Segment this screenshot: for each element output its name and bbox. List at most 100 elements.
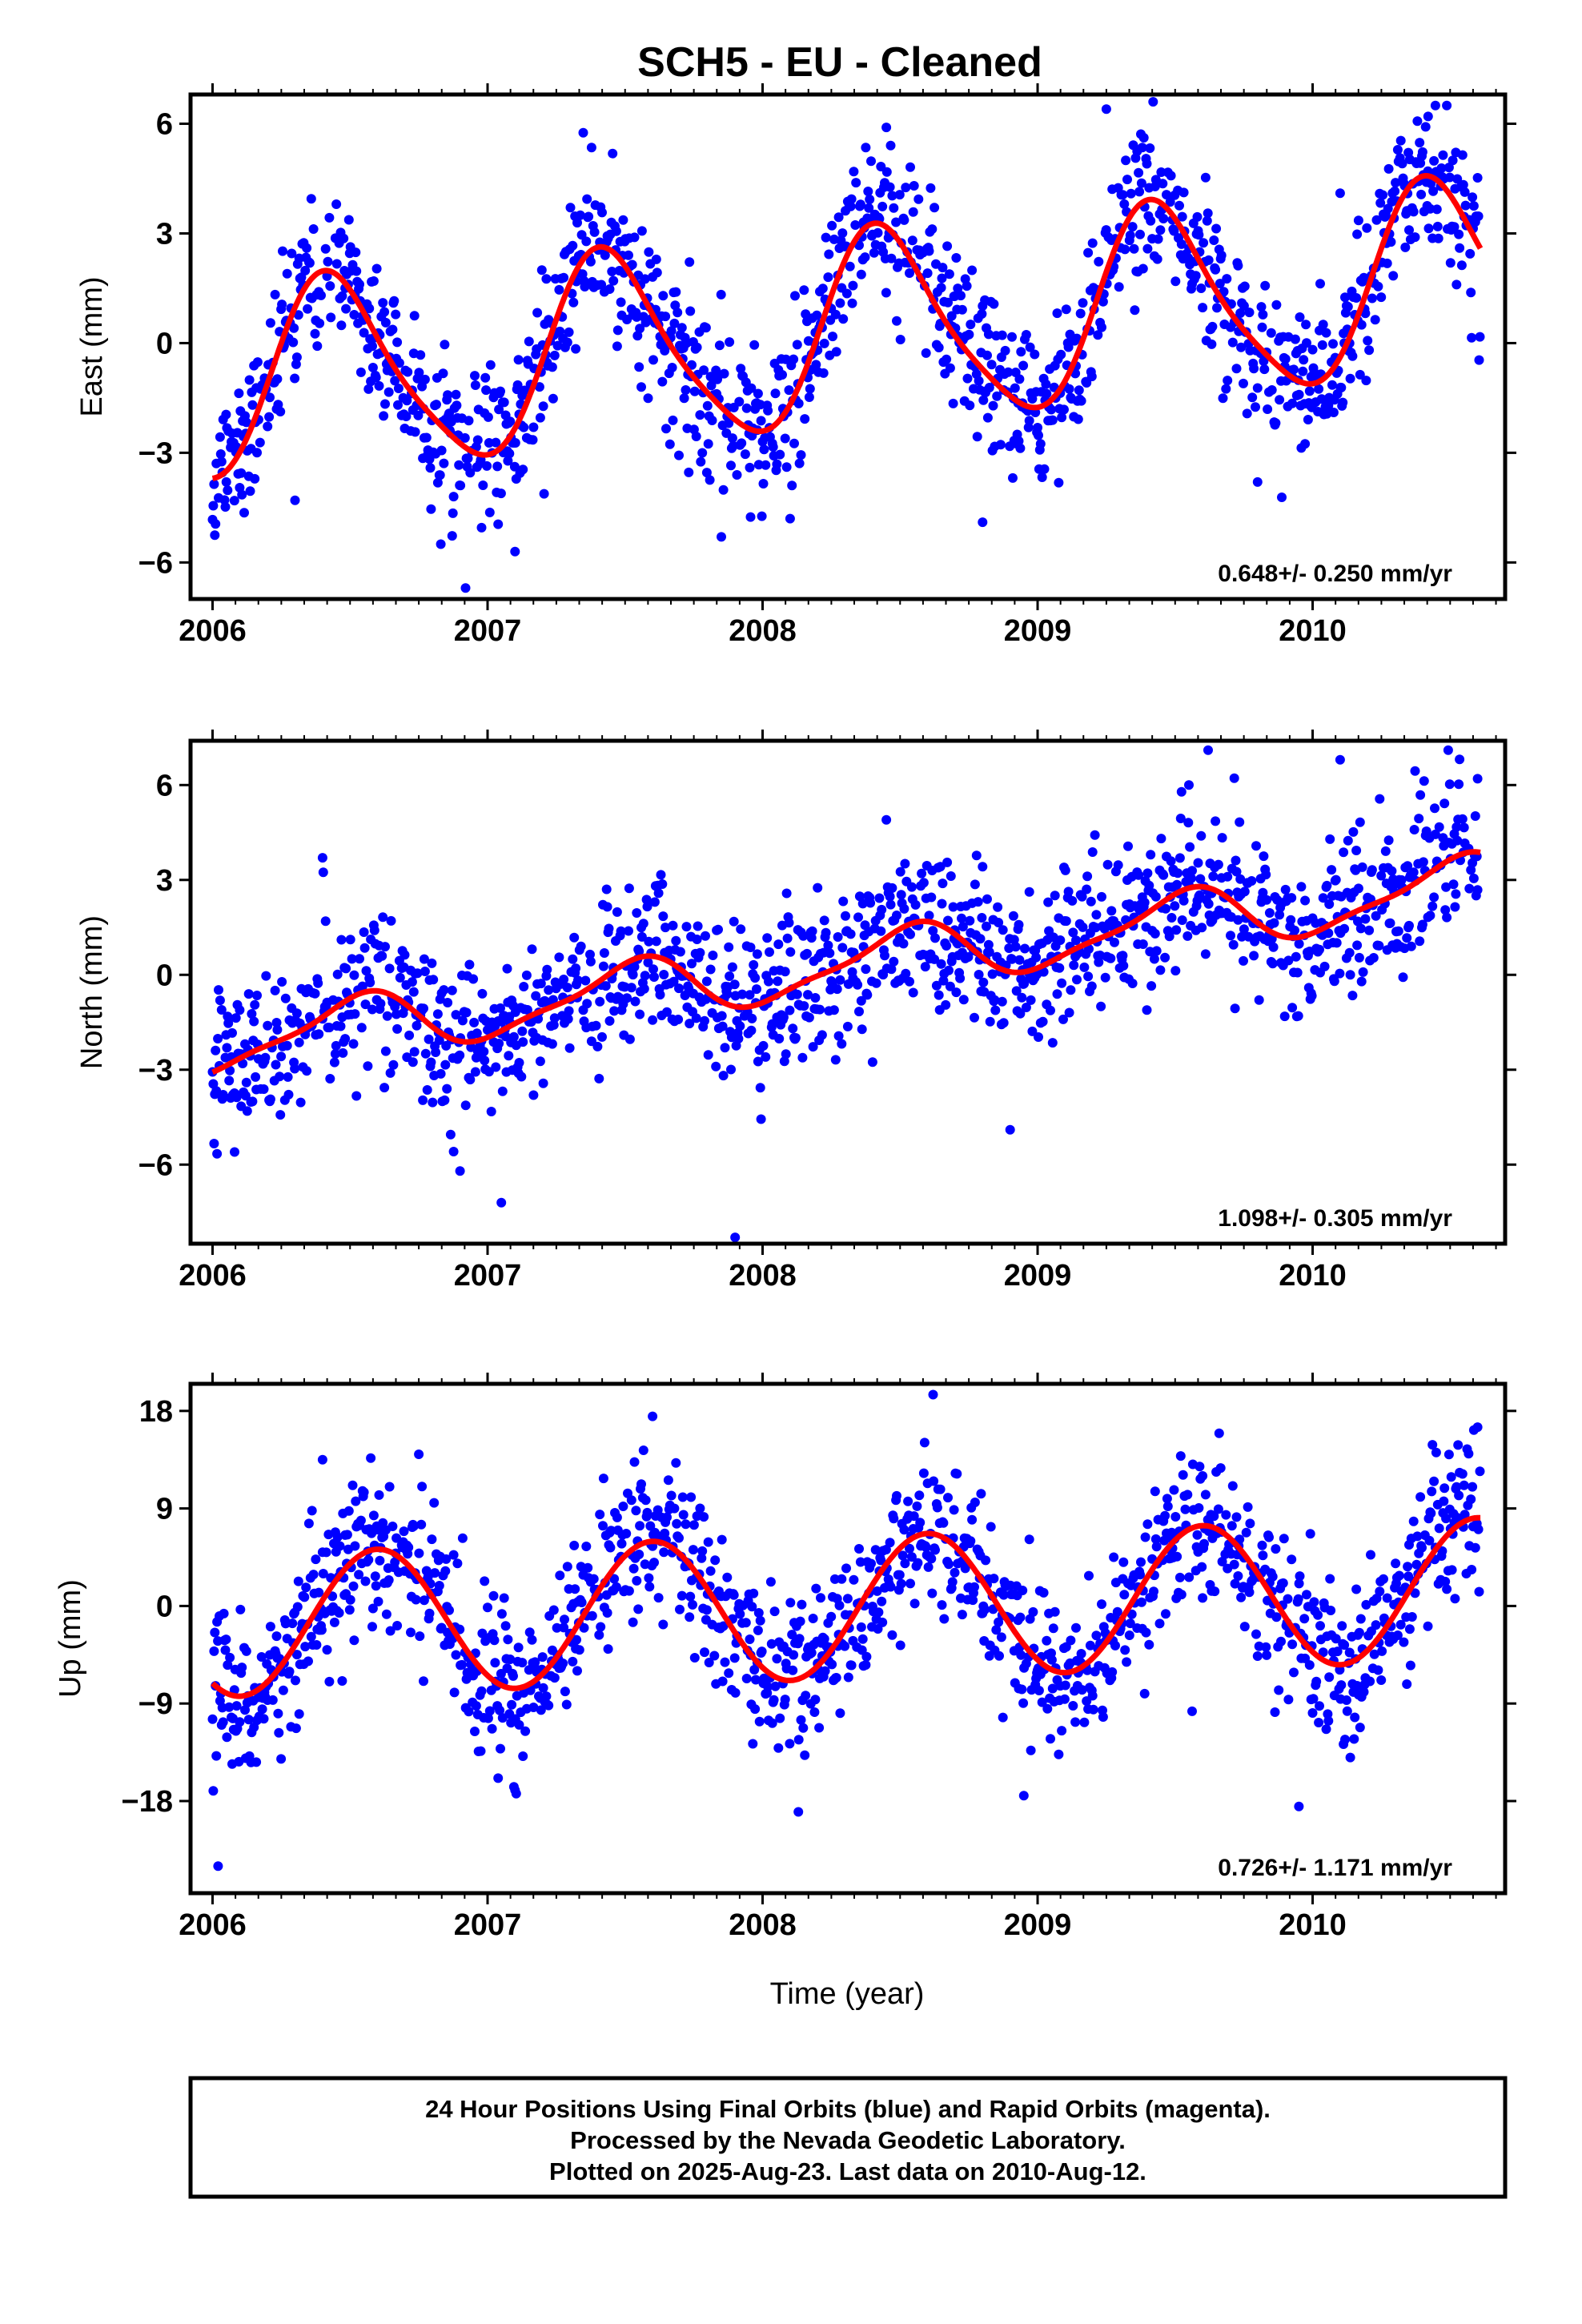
up-position-point — [317, 1454, 327, 1465]
north-position-point — [1203, 899, 1214, 909]
east-position-point — [1233, 260, 1243, 271]
up-position-point — [769, 1606, 780, 1617]
north-position-point — [1347, 991, 1358, 1001]
east-position-point — [652, 267, 662, 278]
up-position-point — [897, 1550, 908, 1561]
north-position-point — [325, 1074, 335, 1084]
north-position-point — [386, 915, 396, 926]
north-position-point — [973, 897, 983, 907]
east-position-point — [1410, 232, 1420, 243]
north-position-point — [1292, 967, 1303, 978]
north-position-point — [985, 1016, 995, 1027]
east-position-point — [1386, 237, 1396, 247]
up-position-point — [225, 1652, 235, 1663]
up-position-point — [1236, 1592, 1247, 1602]
north-position-point — [1418, 857, 1428, 867]
up-position-point — [998, 1590, 1009, 1600]
north-position-point — [817, 1030, 827, 1040]
north-position-point — [1171, 925, 1182, 935]
north-position-point — [350, 1009, 360, 1019]
north-position-point — [1177, 915, 1187, 925]
east-position-point — [288, 337, 299, 348]
north-position-point — [1139, 898, 1150, 907]
north-position-point — [753, 1056, 763, 1067]
east-position-point — [1258, 309, 1268, 320]
up-position-point — [1457, 1469, 1468, 1479]
north-position-point — [211, 1045, 221, 1055]
up-position-point — [994, 1651, 1004, 1661]
north-position-point — [1164, 931, 1174, 942]
east-position-point — [856, 269, 866, 279]
east-position-point — [432, 400, 441, 410]
up-position-point — [1379, 1574, 1388, 1584]
north-position-point — [1077, 891, 1087, 902]
east-position-point — [749, 340, 760, 350]
up-rate-label: 0.726+/- 1.171 mm/yr — [1218, 1855, 1452, 1881]
north-position-point — [830, 1055, 841, 1065]
east-position-point — [250, 473, 260, 484]
north-position-point — [1027, 1026, 1038, 1036]
up-position-point — [750, 1704, 761, 1715]
east-y-tick-label: 6 — [156, 108, 173, 142]
north-position-point — [1069, 960, 1079, 971]
up-position-point — [1252, 1651, 1263, 1661]
north-position-point — [497, 1086, 508, 1096]
north-position-point — [804, 1012, 814, 1023]
east-position-point — [865, 195, 875, 204]
up-position-point — [1366, 1550, 1375, 1560]
up-position-point — [1233, 1571, 1243, 1581]
east-position-point — [668, 415, 678, 425]
north-position-point — [1324, 899, 1335, 909]
up-position-point — [909, 1511, 919, 1522]
up-position-point — [1068, 1701, 1078, 1711]
east-position-point — [696, 456, 706, 467]
up-position-point — [322, 1645, 332, 1655]
east-position-point — [277, 300, 287, 310]
east-position-point — [1194, 230, 1204, 240]
east-position-point — [1400, 242, 1411, 252]
north-position-point — [802, 948, 812, 959]
up-position-point — [490, 1658, 500, 1668]
north-position-point — [845, 929, 856, 939]
up-position-point — [1470, 1542, 1480, 1553]
north-position-point — [906, 882, 917, 892]
east-position-point — [451, 389, 461, 400]
east-position-point — [1259, 356, 1269, 366]
north-position-point — [517, 1026, 528, 1036]
north-position-point — [1061, 916, 1071, 927]
east-position-point — [524, 336, 534, 347]
north-position-point — [218, 1090, 228, 1100]
east-position-point — [921, 348, 931, 358]
up-position-point — [1227, 1481, 1238, 1491]
up-position-point — [1162, 1502, 1173, 1511]
up-position-point — [606, 1526, 616, 1536]
up-position-point — [243, 1715, 254, 1725]
north-position-point — [1235, 817, 1245, 827]
north-position-point — [701, 931, 710, 941]
north-position-point — [330, 1049, 340, 1059]
east-position-point — [1340, 292, 1350, 303]
north-position-point — [1468, 873, 1479, 883]
up-position-point — [1136, 1557, 1146, 1567]
north-position-point — [1454, 779, 1464, 790]
north-position-point — [1229, 773, 1239, 783]
north-position-point — [881, 814, 892, 825]
up-position-point — [514, 1719, 524, 1730]
up-position-point — [755, 1615, 765, 1626]
north-position-point — [275, 1110, 286, 1120]
up-plot-frame — [188, 1381, 1508, 1896]
east-position-point — [899, 215, 909, 225]
north-position-point — [367, 1004, 377, 1015]
east-position-point — [1120, 244, 1130, 255]
up-position-point — [991, 1625, 1002, 1635]
north-position-point — [788, 1023, 798, 1034]
north-position-point — [1096, 1001, 1106, 1011]
north-position-point — [978, 977, 989, 987]
up-position-point — [505, 1655, 516, 1664]
east-position-point — [1039, 464, 1050, 474]
up-position-point — [642, 1507, 652, 1518]
up-position-point — [1046, 1734, 1055, 1744]
up-position-point — [375, 1555, 385, 1566]
north-position-point — [1375, 794, 1385, 804]
north-position-point — [1086, 981, 1097, 991]
